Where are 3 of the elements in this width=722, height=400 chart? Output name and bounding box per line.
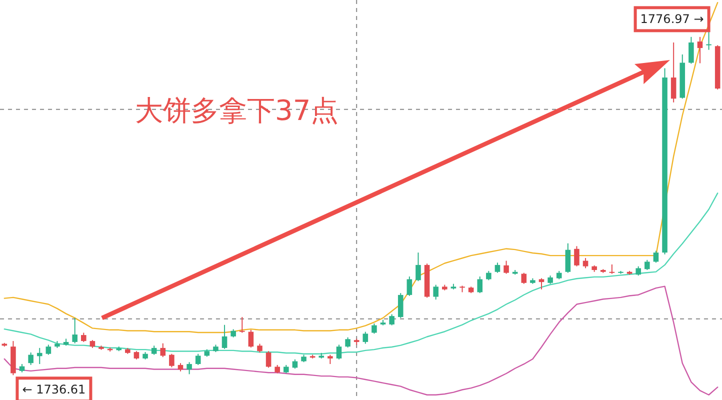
annotation: 大饼多拿下37点: [135, 94, 339, 127]
annotation: 1776.97 →: [640, 12, 704, 26]
annotation: ← 1736.61: [22, 382, 86, 397]
